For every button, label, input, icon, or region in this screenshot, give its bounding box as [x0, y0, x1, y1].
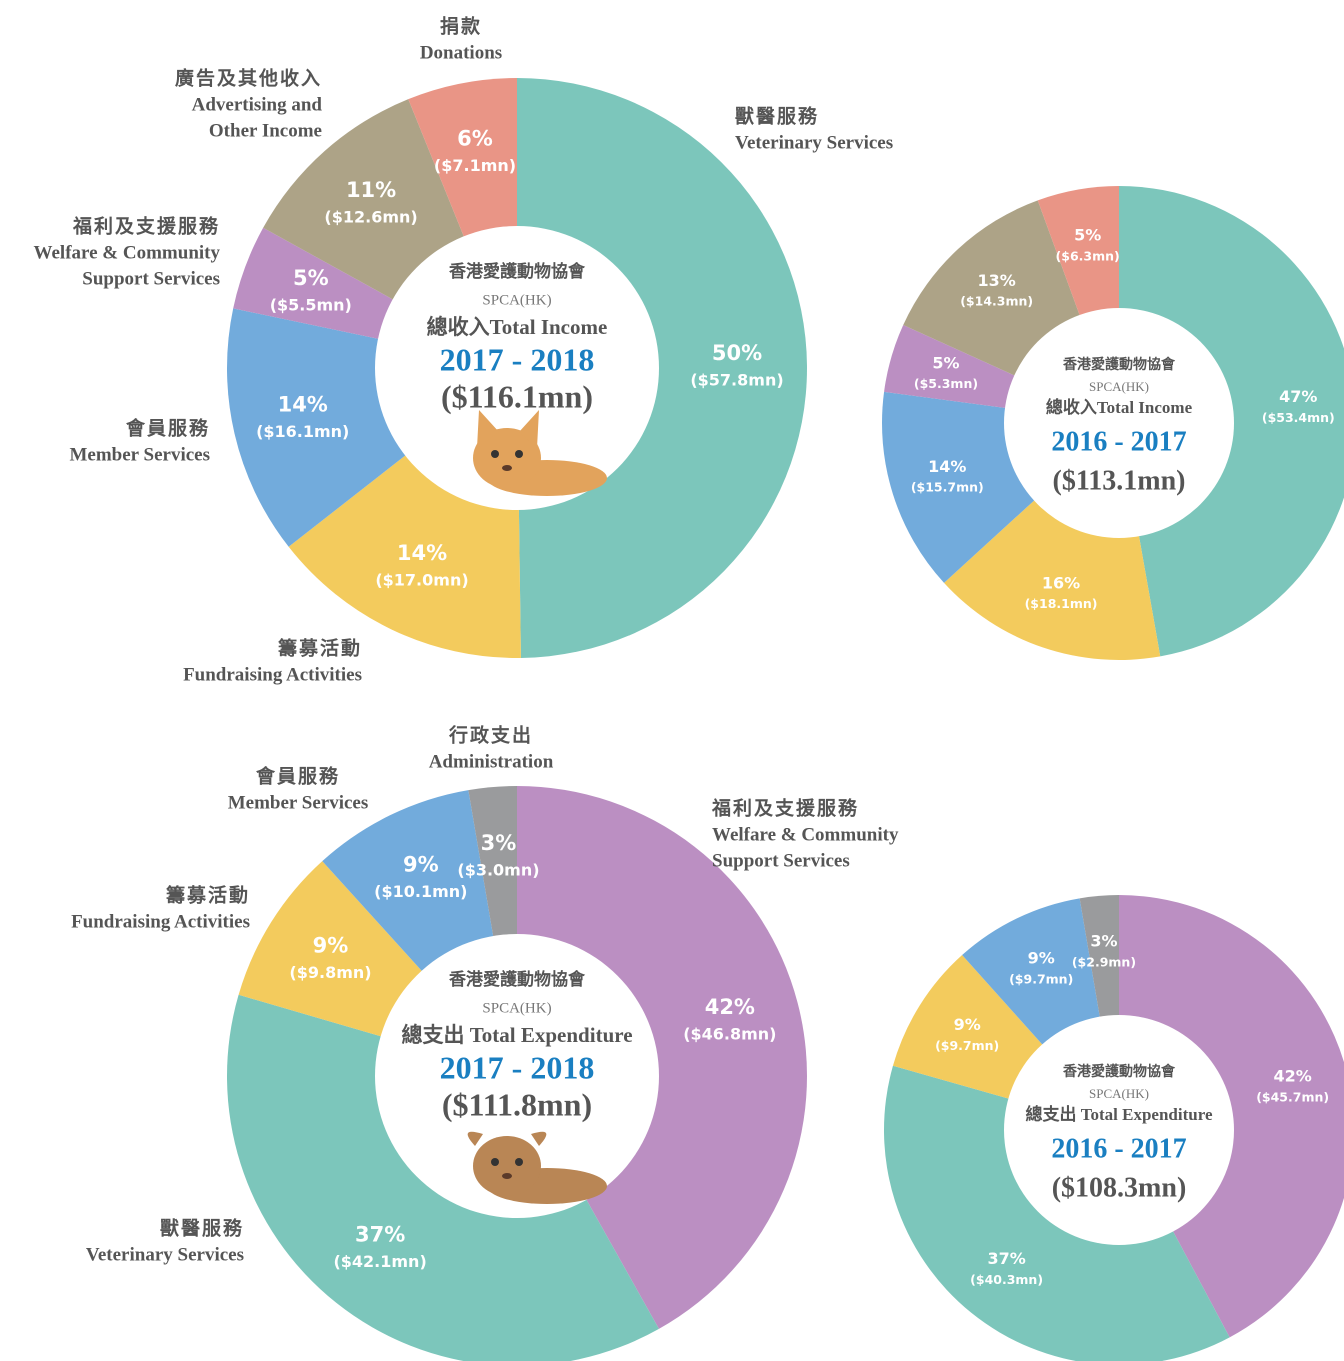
- data-label: ($6.3mn): [1056, 248, 1120, 263]
- category-label: 籌募活動: [278, 636, 362, 659]
- center-org-zh: 香港愛護動物協會: [449, 261, 586, 281]
- center-subtitle: 總支出 Total Expenditure: [1025, 1104, 1212, 1124]
- category-label: 福利及支援服務: [711, 796, 859, 819]
- data-label: ($10.1mn): [374, 882, 467, 901]
- donut-hole: [1004, 308, 1234, 538]
- center-period: 2016 - 2017: [1051, 426, 1186, 457]
- category-label: 捐款: [440, 14, 482, 37]
- center-org-en: SPCA(HK): [1089, 1086, 1149, 1101]
- category-label: Member Services: [69, 444, 210, 465]
- data-label: ($9.7mn): [935, 1038, 999, 1053]
- category-label: Support Services: [82, 268, 220, 289]
- data-label: 9%: [1028, 949, 1055, 968]
- center-org-en: SPCA(HK): [482, 292, 551, 308]
- data-label: 9%: [954, 1015, 981, 1034]
- data-label: ($16.1mn): [256, 422, 349, 441]
- pet-nose: [502, 1173, 512, 1179]
- center-org-zh: 香港愛護動物協會: [449, 969, 586, 989]
- center-total: ($116.1mn): [441, 378, 593, 414]
- data-label: 3%: [1090, 932, 1117, 951]
- data-label: 50%: [712, 341, 762, 365]
- data-label: ($5.5mn): [270, 295, 352, 314]
- category-label: 會員服務: [256, 764, 340, 787]
- data-label: 37%: [355, 1223, 405, 1247]
- category-label: 福利及支援服務: [72, 214, 220, 237]
- center-subtitle: 總支出 Total Expenditure: [401, 1023, 632, 1047]
- pet-nose: [502, 465, 512, 471]
- data-label: ($57.8mn): [690, 370, 783, 389]
- data-label: ($42.1mn): [333, 1252, 426, 1271]
- data-label: ($5.3mn): [914, 376, 978, 391]
- category-label: Welfare & Community: [34, 242, 221, 263]
- category-label: Veterinary Services: [735, 132, 893, 153]
- center-org-en: SPCA(HK): [1089, 379, 1149, 394]
- category-label: 獸醫服務: [735, 104, 819, 127]
- center-org-zh: 香港愛護動物協會: [1062, 1063, 1176, 1080]
- category-label: Advertising and: [192, 94, 323, 115]
- category-label: Support Services: [712, 850, 850, 871]
- data-label: ($15.7mn): [911, 480, 984, 495]
- center-total: ($108.3mn): [1052, 1172, 1187, 1203]
- data-label: ($45.7mn): [1256, 1089, 1329, 1104]
- center-period: 2017 - 2018: [440, 341, 595, 377]
- category-label: 行政支出: [448, 723, 533, 746]
- center-org-en: SPCA(HK): [482, 1000, 551, 1016]
- category-label: Veterinary Services: [86, 1244, 244, 1265]
- data-label: ($18.1mn): [1025, 596, 1098, 611]
- data-label: ($12.6mn): [324, 207, 417, 226]
- category-label: 廣告及其他收入: [175, 66, 322, 89]
- data-label: ($9.8mn): [289, 963, 371, 982]
- data-label: ($53.4mn): [1262, 410, 1335, 425]
- data-label: 16%: [1042, 573, 1080, 592]
- data-label: 5%: [1074, 226, 1101, 245]
- data-label: ($7.1mn): [434, 156, 516, 175]
- pet-eye: [515, 1158, 523, 1166]
- data-label: ($2.9mn): [1072, 954, 1136, 969]
- donut-hole: [1004, 1015, 1234, 1245]
- center-total: ($113.1mn): [1053, 465, 1186, 496]
- data-label: 5%: [932, 353, 959, 372]
- center-period: 2016 - 2017: [1051, 1133, 1186, 1164]
- pet-eye: [515, 450, 523, 458]
- data-label: 14%: [397, 541, 447, 565]
- category-label: Fundraising Activities: [183, 664, 362, 685]
- data-label: 37%: [987, 1249, 1025, 1268]
- pet-eye: [491, 450, 499, 458]
- data-label: 9%: [313, 934, 349, 958]
- center-total: ($111.8mn): [442, 1086, 592, 1122]
- data-label: 42%: [705, 995, 755, 1019]
- pet-head: [473, 1136, 541, 1196]
- center-subtitle: 總收入Total Income: [1046, 397, 1193, 417]
- category-label: Member Services: [228, 792, 369, 813]
- data-label: ($9.7mn): [1009, 972, 1073, 987]
- data-label: ($3.0mn): [457, 861, 539, 880]
- data-label: 13%: [978, 271, 1016, 290]
- data-label: ($14.3mn): [960, 294, 1033, 309]
- category-label: Donations: [420, 42, 502, 63]
- data-label: ($40.3mn): [970, 1272, 1043, 1287]
- center-subtitle: 總收入Total Income: [427, 315, 608, 339]
- data-label: ($46.8mn): [683, 1024, 776, 1043]
- center-period: 2017 - 2018: [440, 1049, 595, 1085]
- data-label: 9%: [403, 853, 439, 877]
- data-label: 42%: [1274, 1066, 1312, 1085]
- data-label: ($17.0mn): [375, 570, 468, 589]
- category-label: 獸醫服務: [160, 1216, 244, 1239]
- data-label: 6%: [457, 126, 493, 150]
- category-label: Other Income: [209, 120, 322, 141]
- data-label: 14%: [278, 392, 328, 416]
- category-label: Fundraising Activities: [71, 911, 250, 932]
- category-label: Welfare & Community: [712, 824, 899, 845]
- center-org-zh: 香港愛護動物協會: [1062, 356, 1176, 373]
- data-label: 5%: [293, 266, 329, 290]
- data-label: 3%: [481, 831, 517, 855]
- pet-eye: [491, 1158, 499, 1166]
- page: 50% ($57.8mn) 14% ($17.0mn) 14% ($16.1mn) 5% ($…: [0, 0, 1344, 1361]
- data-label: 14%: [928, 457, 966, 476]
- category-label: 籌募活動: [166, 883, 250, 906]
- data-label: 47%: [1279, 387, 1317, 406]
- data-label: 11%: [346, 178, 396, 202]
- category-label: 會員服務: [126, 416, 210, 439]
- category-label: Administration: [429, 751, 554, 772]
